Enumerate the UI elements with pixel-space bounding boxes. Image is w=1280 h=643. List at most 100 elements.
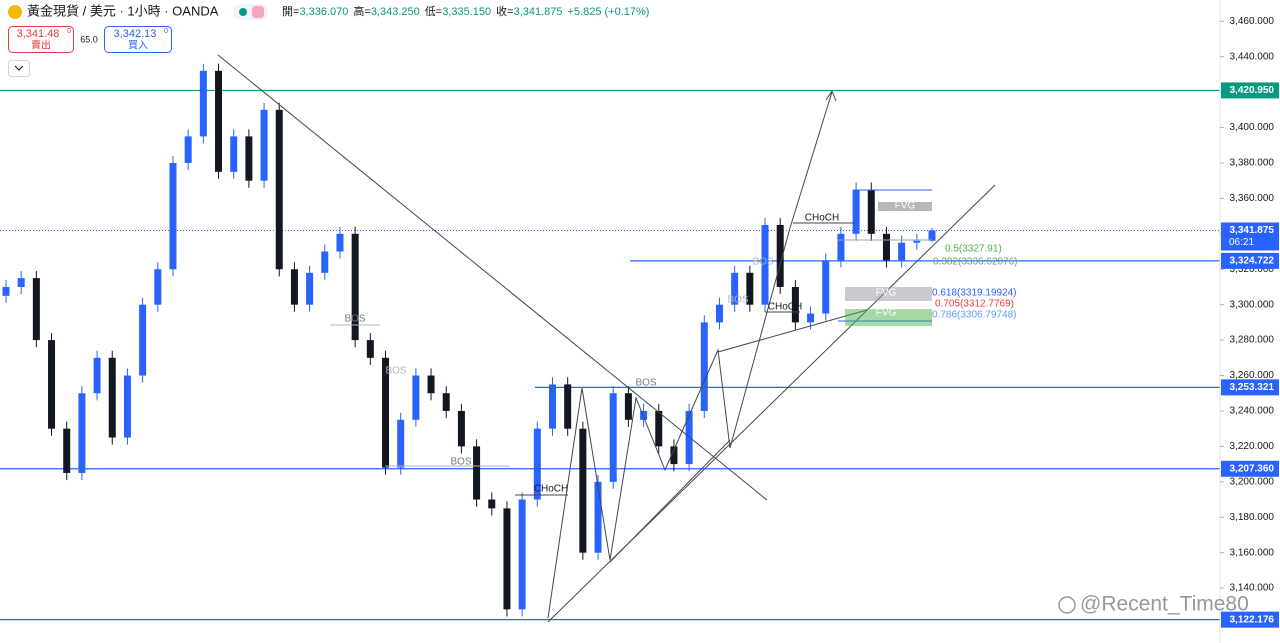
candle-body	[260, 109, 268, 181]
plot-area	[0, 63, 1220, 621]
candle-body	[245, 136, 253, 181]
candle-body	[442, 393, 450, 411]
candle-body	[655, 410, 663, 447]
candle-body	[366, 340, 374, 358]
candle-body	[32, 278, 40, 341]
bos-label: BOS	[752, 257, 773, 268]
bos-label: BOS	[635, 378, 656, 389]
candle-body	[473, 446, 481, 500]
candle-body	[230, 136, 238, 172]
bos-label: BOS	[385, 366, 406, 377]
candle-body	[351, 233, 359, 341]
candle-body	[154, 269, 162, 305]
trendline	[217, 54, 768, 501]
ohlc-label: 收=	[496, 4, 513, 18]
trendline	[717, 309, 868, 353]
candle-body	[397, 419, 405, 468]
candle-body	[822, 260, 830, 314]
candle-body	[852, 189, 860, 234]
y-tick-label: 3,360.000	[1230, 193, 1275, 204]
candle-body	[837, 233, 845, 261]
candle-body	[108, 357, 116, 438]
y-tick-label: 3,400.000	[1230, 122, 1275, 133]
level-label: 3,420.950	[1230, 85, 1275, 96]
candle-body	[2, 286, 10, 296]
symbol-title: 黃金現貨 / 美元 · 1小時 · OANDA	[27, 3, 219, 18]
fib-label: 0.786(3306.79748)	[932, 310, 1017, 321]
level-label: 3,122.176	[1230, 614, 1275, 625]
candle-body	[184, 136, 192, 163]
collapse-button[interactable]	[8, 60, 30, 77]
buy-price: 3,342.13	[114, 28, 157, 40]
candle-body	[928, 230, 936, 241]
candle-body	[503, 508, 511, 610]
candle-body	[123, 375, 131, 438]
price-axis: 3,140.000 3,160.000 3,180.000 3,200.000 3,22…	[1219, 0, 1279, 643]
candle-body	[518, 499, 526, 610]
buy-label: 買入	[128, 40, 148, 52]
level-label-box	[1221, 611, 1279, 628]
level-label: 3,324.722	[1230, 256, 1275, 267]
change: +5.825 (+0.17%)	[568, 6, 650, 18]
sell-button[interactable]	[8, 26, 74, 53]
candle-body	[776, 224, 784, 287]
watermark-icon	[1058, 596, 1076, 614]
y-tick-label: 3,240.000	[1230, 406, 1275, 417]
y-tick-label: 3,200.000	[1230, 476, 1275, 487]
candle-body	[700, 322, 708, 411]
candle-body	[93, 357, 101, 394]
watermark: @Recent_Time80	[1080, 593, 1249, 616]
sell-price: 3,341.48	[17, 28, 60, 40]
fvg-label: FVG	[876, 288, 897, 299]
buy-button[interactable]	[104, 26, 172, 53]
spread: 65.0	[80, 34, 98, 44]
ohlc-label: 低=	[425, 5, 442, 18]
y-tick-label: 3,380.000	[1230, 158, 1275, 169]
fvg-box	[845, 309, 932, 326]
candle-body	[139, 304, 147, 376]
candle-body	[321, 251, 329, 273]
ohlc-label: 開=	[282, 5, 299, 18]
candle-body	[427, 375, 435, 394]
candle-body	[594, 481, 602, 553]
candle-body	[336, 233, 344, 252]
fib-label: 0.5(3327.91)	[945, 244, 1002, 255]
candle-body	[17, 278, 25, 287]
fvg-box	[845, 287, 932, 301]
candle-body	[731, 272, 739, 305]
candle-body	[882, 233, 890, 261]
candle-body	[48, 340, 56, 429]
candle-body	[488, 499, 496, 509]
fvg-box	[878, 202, 932, 211]
annotations: BOS BOS BOS BOS BOS BOS CHoCH CHoCH CHoC…	[344, 201, 1017, 495]
y-tick-label: 3,260.000	[1230, 370, 1275, 381]
fib-label: 0.618(3319.19924)	[932, 288, 1017, 299]
level-label-box	[1221, 460, 1279, 477]
ohlc-info: 開=3,336.070 高=3,343.250 低=3,335.150 收=3,341…	[282, 4, 649, 18]
level-label-box	[1221, 82, 1279, 99]
y-tick-label: 3,300.000	[1230, 299, 1275, 310]
ohlc-value: 3,341.875	[514, 6, 563, 18]
y-tick-label: 3,140.000	[1230, 583, 1275, 594]
fib-label: 0.705(3312.7769)	[935, 299, 1014, 310]
y-tick-label: 3,160.000	[1230, 547, 1275, 558]
bos-label: BOS	[450, 457, 471, 468]
candle-body	[412, 375, 420, 420]
fib-label: 0.382(3336.62076)	[933, 257, 1018, 268]
candle-body	[898, 242, 906, 261]
candle-body	[579, 428, 587, 553]
fvg-label: FVG	[895, 201, 916, 212]
trendline	[609, 439, 731, 563]
level-label-box	[1221, 379, 1279, 396]
fvg-label: FVG	[876, 308, 897, 319]
candle-body	[913, 240, 921, 243]
sell-price-sup: 0	[67, 28, 71, 35]
candle-body	[746, 272, 754, 305]
candle-body	[867, 189, 875, 234]
chevron	[14, 65, 24, 71]
candle-body	[761, 224, 769, 305]
bos-label: BOS	[344, 314, 365, 325]
y-tick-label: 3,220.000	[1230, 441, 1275, 452]
candle-body	[78, 393, 86, 473]
